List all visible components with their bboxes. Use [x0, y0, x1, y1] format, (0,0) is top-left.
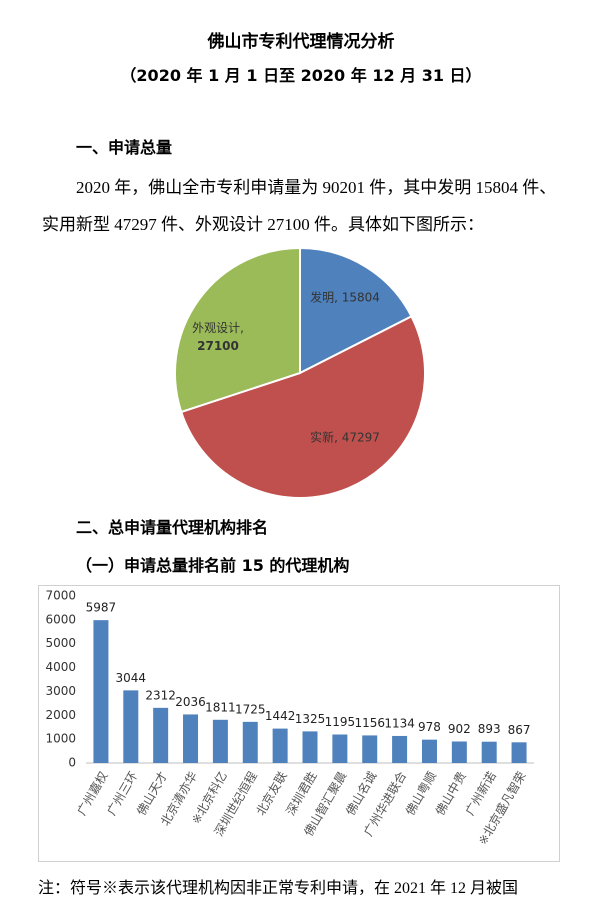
data-label: 1134 [384, 716, 415, 730]
y-tick-label: 2000 [45, 708, 76, 722]
data-label: 1725 [235, 702, 266, 716]
data-label: 902 [448, 722, 471, 736]
chart-border [38, 585, 560, 862]
pie-slice [174, 246, 301, 414]
bar [392, 735, 408, 763]
y-tick-label: 6000 [45, 612, 76, 626]
paragraph-line: 2020 年，佛山全市专利申请量为 90201 件，其中发明 15804 件、 [76, 178, 557, 197]
bar [272, 728, 288, 763]
bar [481, 741, 497, 763]
data-label: 1811 [205, 700, 236, 714]
data-label: 978 [418, 720, 441, 734]
data-label: 5987 [86, 601, 117, 615]
note: 注：符号※表示该代理机构因非正常专利申请，在 2021 年 12 月被国 [38, 880, 519, 897]
bar [511, 742, 527, 763]
y-tick-label: 5000 [45, 636, 76, 650]
data-label: 2036 [175, 695, 206, 709]
pie-chart: 发明, 15804 实新, 47297 外观设计, 27100 [174, 246, 426, 499]
y-tick-label: 3000 [45, 684, 76, 698]
data-label: 外观设计, 27100 [192, 321, 244, 353]
bar [362, 735, 378, 763]
bar [302, 731, 318, 763]
data-label: 实新, 47297 [310, 430, 380, 445]
paragraph-line: 实用新型 47297 件、外观设计 27100 件。具体如下图所示： [42, 215, 484, 234]
y-tick-label: 4000 [45, 660, 76, 674]
subtitle: （2020 年 1 月 1 日至 2020 年 12 月 31 日） [120, 66, 482, 85]
y-tick-label: 7000 [45, 589, 76, 603]
y-tick-label: 1000 [45, 732, 76, 746]
bar [123, 690, 139, 763]
title: 佛山市专利代理情况分析 [207, 32, 395, 52]
pie-slice [299, 246, 413, 375]
data-label: 发明, 15804 [310, 290, 380, 305]
data-label: 2312 [145, 688, 176, 702]
bar [183, 714, 199, 763]
section-heading: 二、总申请量代理机构排名 [76, 518, 269, 537]
data-label: 1195 [325, 715, 356, 729]
data-label: 3044 [116, 671, 147, 685]
section-heading: 一、申请总量 [76, 138, 173, 157]
bar [332, 734, 348, 763]
data-label: 867 [508, 723, 531, 737]
bar [212, 719, 228, 763]
subsection-heading: （一）申请总量排名前 15 的代理机构 [76, 556, 350, 575]
bar-chart: 010002000300040005000600070005987广州嘉权304… [38, 585, 560, 862]
bar [93, 620, 109, 763]
bar [153, 707, 169, 763]
data-label: 1325 [295, 712, 326, 726]
y-tick-label: 0 [68, 756, 76, 770]
pie-slice [179, 315, 426, 499]
data-label: 893 [478, 722, 501, 736]
bar [451, 741, 467, 763]
data-label: 1156 [354, 716, 385, 730]
bar [242, 721, 258, 763]
data-label: 1442 [265, 709, 296, 723]
bar [421, 739, 437, 763]
